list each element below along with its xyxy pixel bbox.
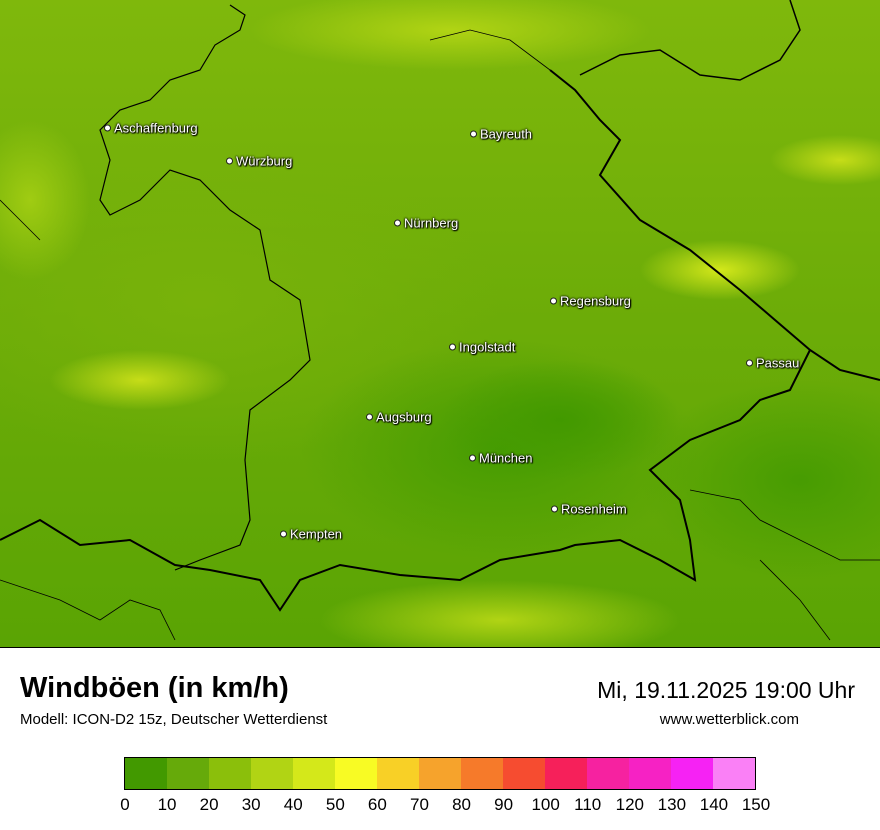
legend-swatch — [167, 758, 209, 789]
legend-swatch — [503, 758, 545, 789]
legend-tick-label: 150 — [741, 795, 771, 814]
city-ingolstadt: Ingolstadt — [449, 340, 515, 355]
legend-tick-label: 20 — [199, 795, 219, 814]
legend-swatch — [419, 758, 461, 789]
legend-swatch — [377, 758, 419, 789]
map-title: Windböen (in km/h) — [20, 672, 289, 704]
city-marker — [449, 343, 456, 351]
legend-tick-label: 50 — [325, 795, 345, 814]
city-marker — [746, 359, 753, 367]
legend-tick-label: 100 — [531, 795, 560, 814]
legend-tick-label: 30 — [241, 795, 261, 814]
color-legend — [124, 757, 756, 790]
city-passau: Passau — [746, 356, 799, 371]
legend-swatch — [335, 758, 377, 789]
legend-tick-label: 70 — [409, 795, 429, 814]
legend-tick-label: 60 — [367, 795, 387, 814]
legend-swatch — [293, 758, 335, 789]
legend-tick-label: 10 — [157, 795, 177, 814]
legend-swatch — [461, 758, 503, 789]
legend-swatch — [671, 758, 713, 789]
city-aschaffenburg: Aschaffenburg — [104, 121, 198, 136]
country-border-north — [579, 0, 801, 81]
legend-swatch — [713, 758, 755, 789]
legend-swatch — [629, 758, 671, 789]
legend-tick-label: 80 — [452, 795, 471, 814]
city-augsburg: Augsburg — [366, 410, 432, 425]
city-bayreuth: Bayreuth — [470, 127, 532, 142]
legend-swatch — [125, 758, 167, 789]
city-marker — [366, 413, 373, 421]
borders — [0, 0, 880, 641]
city-marker — [104, 124, 111, 132]
legend-swatch — [251, 758, 293, 789]
city-wuerzburg: Würzburg — [226, 154, 292, 169]
legend-swatch — [587, 758, 629, 789]
legend-tick-label: 130 — [657, 795, 687, 814]
city-marker — [280, 530, 287, 538]
legend-tick-label: 110 — [574, 795, 602, 814]
legend-tick-label: 40 — [283, 795, 303, 814]
city-marker — [226, 157, 233, 165]
city-rosenheim: Rosenheim — [551, 502, 627, 517]
city-regensburg: Regensburg — [550, 294, 631, 309]
city-kempten: Kempten — [280, 527, 342, 542]
city-marker — [469, 454, 476, 462]
legend-swatch — [209, 758, 251, 789]
bavaria-state-border — [99, 4, 311, 571]
forecast-datetime: Mi, 19.11.2025 19:00 Uhr — [597, 677, 855, 703]
model-subtitle: Modell: ICON-D2 15z, Deutscher Wetterdie… — [20, 711, 328, 728]
website-credit: www.wetterblick.com — [659, 711, 799, 728]
country-border-czech — [549, 69, 880, 381]
country-border-austria — [0, 349, 811, 612]
regional-border — [0, 29, 880, 641]
legend-tick-label: 120 — [615, 795, 644, 814]
legend-swatch — [545, 758, 587, 789]
wind-gust-map: Aschaffenburg Würzburg Bayreuth Nürnberg… — [0, 0, 880, 648]
city-nuernberg: Nürnberg — [394, 216, 458, 231]
legend-tick-label: 0 — [120, 795, 130, 814]
city-marker — [551, 505, 558, 513]
city-marker — [550, 297, 557, 305]
legend-tick-label: 140 — [699, 795, 729, 814]
city-marker — [470, 130, 477, 138]
city-muenchen: München — [469, 451, 532, 466]
city-marker — [394, 219, 401, 227]
legend-tick-label: 90 — [494, 795, 514, 814]
